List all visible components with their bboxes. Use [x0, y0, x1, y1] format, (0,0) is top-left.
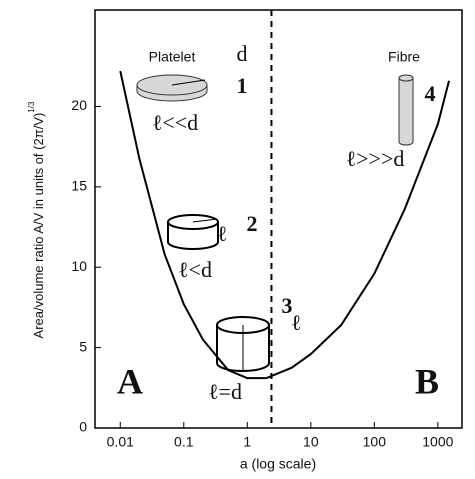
platelet-icon: [136, 74, 208, 102]
x-tick-label: 0.01: [107, 434, 134, 450]
annotation: ℓ>>>d: [346, 146, 405, 171]
annotation: ℓ<<d: [152, 110, 198, 135]
annotation: ℓ: [291, 310, 302, 335]
annotation: Fibre: [388, 49, 420, 65]
annotation: B: [415, 361, 439, 401]
y-label-fraction: (2π/V): [31, 113, 46, 150]
annotation: 4: [425, 81, 436, 106]
y-tick-label: 15: [71, 178, 87, 194]
annotation: 1: [237, 73, 248, 98]
x-axis-label: a (log scale): [240, 456, 316, 472]
annotation: A: [117, 361, 143, 401]
x-tick-label: 1: [243, 434, 251, 450]
x-tick-label: 0.1: [174, 434, 194, 450]
cylinder-3-icon: [216, 316, 270, 372]
y-tick-label: 0: [79, 419, 87, 435]
y-tick-label: 20: [71, 97, 87, 113]
y-tick-label: 10: [71, 258, 87, 274]
annotation: ℓ=d: [208, 379, 242, 404]
y-label-text: Area/volume ratio A/V in units of: [31, 150, 46, 339]
annotation: ℓ: [217, 221, 228, 246]
y-label-exponent: 1/3: [27, 101, 36, 113]
curve: [119, 70, 451, 380]
annotation: 3: [282, 293, 293, 318]
x-tick-label: 1000: [422, 434, 453, 450]
annotation: d: [237, 41, 248, 66]
y-tick-label: 5: [79, 338, 87, 354]
annotation: ℓ<d: [178, 257, 212, 282]
cylinder-2-icon: [167, 214, 219, 250]
annotation: 2: [247, 211, 258, 236]
y-axis-label: Area/volume ratio A/V in units of (2π/V)…: [27, 101, 46, 338]
x-tick-label: 10: [303, 434, 319, 450]
plot-frame: [94, 9, 463, 429]
fibre-icon: [398, 74, 414, 146]
x-tick-label: 100: [363, 434, 387, 450]
annotation: Platelet: [149, 49, 196, 65]
